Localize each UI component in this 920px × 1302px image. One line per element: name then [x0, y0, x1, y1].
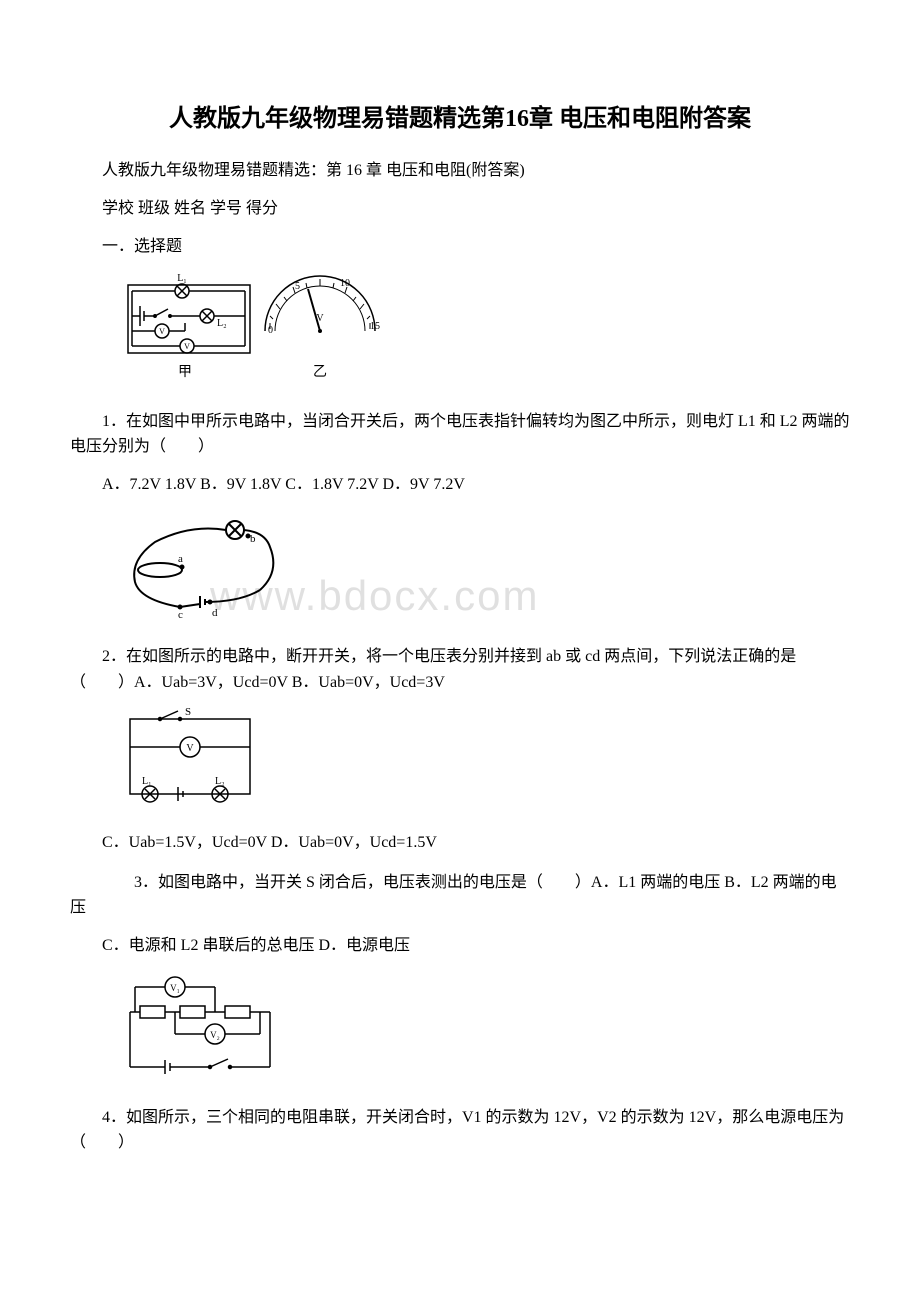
- label-l1: L₁: [177, 273, 187, 284]
- section-heading: 一．选择题: [70, 234, 850, 260]
- question-1: 1．在如图中甲所示电路中，当闭合开关后，两个电压表指针偏转均为图乙中所示，则电灯…: [70, 409, 850, 460]
- question-2: 2．在如图所示的电路中，断开开关，将一个电压表分别并接到 ab 或 cd 两点间…: [70, 644, 850, 695]
- circuit-diagram-3: S V L₁ L₂: [120, 707, 270, 807]
- figure-4: V₁ V₂: [120, 972, 850, 1091]
- figure-2: www.bdocx.com: [120, 512, 850, 631]
- figure-3: S V L₁ L₂: [120, 707, 850, 816]
- label-v1: V₁: [170, 983, 180, 993]
- label-l2: L₂: [217, 318, 227, 329]
- label-d: d: [212, 607, 218, 619]
- label-l1: L₁: [142, 776, 152, 787]
- scale-15: 15: [370, 321, 380, 332]
- circuit-diagram-4: V₁ V₂: [120, 972, 280, 1082]
- scale-5: 5: [295, 281, 300, 292]
- question-2-options-extra: C．Uab=1.5V，Ucd=0V D．Uab=0V，Ucd=1.5V: [70, 830, 850, 856]
- page-title: 人教版九年级物理易错题精选第16章 电压和电阻附答案: [70, 100, 850, 138]
- question-3-options-extra: C．电源和 L2 串联后的总电压 D．电源电压: [70, 933, 850, 959]
- voltmeter-icon: V: [186, 743, 194, 754]
- voltmeter-icon: V: [159, 327, 165, 336]
- question-4: 4．如图所示，三个相同的电阻串联，开关闭合时，V1 的示数为 12V，V2 的示…: [70, 1105, 850, 1156]
- label-v2: V₂: [210, 1030, 220, 1040]
- unit-v: V: [316, 313, 324, 324]
- circuit-diagram-2: a b c d: [120, 512, 310, 622]
- scale-0: 0: [268, 325, 273, 336]
- label-s: S: [185, 707, 191, 718]
- voltmeter-icon: V: [184, 342, 190, 351]
- info-line: 学校 班级 姓名 学号 得分: [70, 196, 850, 222]
- subtitle: 人教版九年级物理易错题精选：第 16 章 电压和电阻(附答案): [70, 158, 850, 184]
- circuit-diagram-1: L₁ L₂ V V 甲: [120, 271, 420, 386]
- label-yi: 乙: [313, 364, 327, 380]
- question-3: 3．如图电路中，当开关 S 闭合后，电压表测出的电压是（ ）A．L1 两端的电压…: [70, 870, 850, 921]
- label-a: a: [178, 553, 183, 565]
- scale-10: 10: [340, 278, 350, 289]
- label-b: b: [250, 533, 256, 545]
- label-jia: 甲: [178, 365, 192, 380]
- label-c: c: [178, 609, 183, 621]
- figure-1: L₁ L₂ V V 甲: [120, 271, 850, 395]
- label-l2: L₂: [215, 776, 225, 787]
- question-1-options: A．7.2V 1.8V B．9V 1.8V C．1.8V 7.2V D．9V 7…: [70, 472, 850, 498]
